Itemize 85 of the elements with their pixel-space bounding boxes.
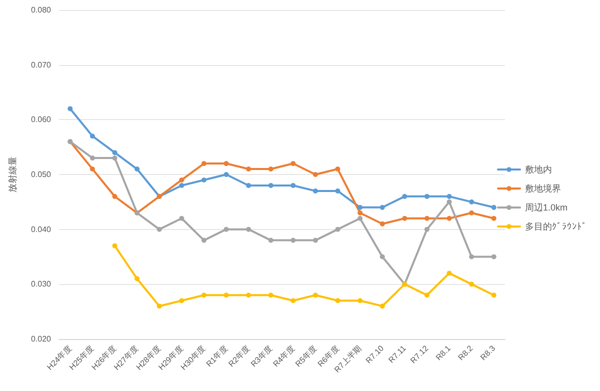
- point: [224, 292, 229, 298]
- point: [424, 226, 430, 232]
- y-tick-label: 0.020: [30, 334, 52, 344]
- point: [469, 210, 474, 216]
- point: [446, 270, 452, 276]
- y-tick-label: 0.040: [30, 224, 52, 234]
- point: [358, 298, 363, 304]
- x-tick-label: R1年度: [204, 344, 230, 369]
- x-tick-label: R5年度: [294, 344, 319, 369]
- point: [201, 177, 206, 182]
- point: [156, 226, 162, 232]
- point: [312, 238, 318, 243]
- point: [469, 282, 474, 287]
- point: [224, 172, 229, 177]
- point: [90, 134, 95, 139]
- point: [469, 199, 474, 204]
- point: [201, 161, 206, 166]
- legend-label: 敷地境界: [525, 184, 561, 194]
- legend-label: 多目的ｸﾞﾗｳﾝﾄﾞ: [525, 222, 587, 232]
- y-tick-label: 0.030: [30, 280, 52, 289]
- point: [335, 188, 340, 194]
- y-tick-label: 0.070: [30, 60, 52, 70]
- point: [491, 254, 496, 260]
- point: [290, 182, 296, 188]
- point: [268, 238, 274, 243]
- point: [112, 194, 118, 199]
- y-tick-label: 0.060: [30, 115, 52, 124]
- point: [380, 204, 385, 210]
- point: [335, 226, 340, 232]
- point: [380, 221, 385, 226]
- point: [312, 172, 318, 177]
- point: [179, 298, 184, 304]
- point: [290, 298, 296, 304]
- point: [312, 292, 318, 298]
- point: [424, 194, 430, 199]
- point: [290, 161, 296, 166]
- point: [112, 150, 118, 156]
- point: [112, 156, 118, 161]
- point: [268, 292, 274, 298]
- point: [424, 292, 430, 298]
- point: [246, 226, 252, 232]
- point: [246, 182, 252, 188]
- point: [134, 276, 140, 282]
- point: [358, 216, 363, 221]
- point: [246, 292, 252, 298]
- point: [402, 216, 408, 221]
- point: [224, 161, 229, 166]
- point: [224, 226, 229, 232]
- point: [134, 166, 140, 172]
- point: [90, 156, 95, 161]
- point: [491, 216, 496, 221]
- point: [112, 243, 118, 248]
- y-tick-label: 0.080: [30, 6, 52, 14]
- point: [179, 177, 184, 182]
- point: [380, 304, 385, 309]
- point: [491, 204, 496, 210]
- point: [335, 166, 340, 172]
- legend-label: 敷地内: [525, 164, 552, 174]
- point: [335, 298, 340, 304]
- point: [290, 238, 296, 243]
- x-tick-label: R2年度: [226, 344, 252, 369]
- y-tick-label: 0.050: [30, 170, 52, 179]
- point: [179, 216, 184, 221]
- point: [268, 166, 274, 172]
- point: [312, 188, 318, 194]
- point: [491, 292, 496, 298]
- y-axis-title: 放射線量: [8, 156, 18, 192]
- point: [201, 238, 206, 243]
- point: [68, 106, 73, 112]
- legend-label: 周辺1.0km: [525, 202, 568, 212]
- point: [380, 254, 385, 260]
- point: [156, 304, 162, 309]
- point: [358, 204, 363, 210]
- point: [246, 166, 252, 172]
- point: [446, 199, 452, 204]
- point: [424, 216, 430, 221]
- point: [402, 194, 408, 199]
- point: [358, 210, 363, 216]
- point: [446, 216, 452, 221]
- point: [179, 182, 184, 188]
- point: [90, 166, 95, 172]
- point: [268, 182, 274, 188]
- point: [201, 292, 206, 298]
- point: [469, 254, 474, 260]
- point: [446, 194, 452, 199]
